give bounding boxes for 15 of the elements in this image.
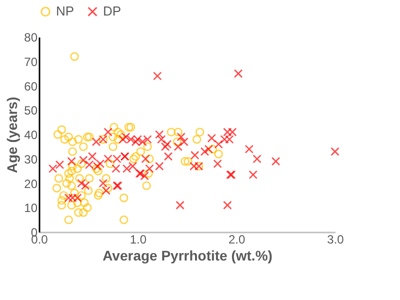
x-axis-title: Average Pyrrhotite (wt.%) bbox=[102, 248, 272, 264]
y-tick-label: 50 bbox=[24, 104, 38, 118]
y-axis-title: Age (years) bbox=[4, 96, 20, 174]
y-tick-label: 70 bbox=[24, 54, 38, 69]
x-tick-label: 3.0 bbox=[327, 232, 344, 246]
y-tick-label: 10 bbox=[24, 201, 38, 216]
x-tick-label: 2.0 bbox=[228, 232, 246, 246]
legend-label: NP bbox=[56, 4, 74, 19]
y-tick-label: 80 bbox=[24, 30, 38, 44]
y-tick-label: 60 bbox=[24, 79, 38, 94]
y-tick-label: 30 bbox=[24, 152, 38, 166]
y-tick-label: 40 bbox=[24, 128, 38, 142]
y-tick-label: 20 bbox=[24, 176, 38, 191]
x-tick-label: 1.0 bbox=[130, 232, 147, 246]
legend-label: DP bbox=[103, 4, 122, 19]
